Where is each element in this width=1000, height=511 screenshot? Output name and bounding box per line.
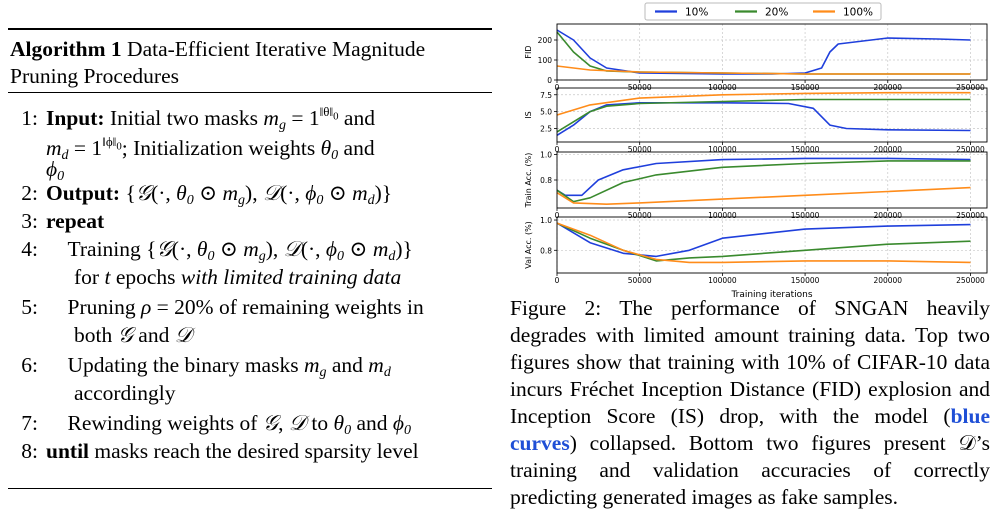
caption-highlight: blue curves (510, 404, 990, 455)
xtick-label-3-0: 0 (555, 276, 560, 285)
algorithm-block: Algorithm 1 Data-Efficient Iterative Mag… (8, 28, 492, 490)
xtick-label-3-1: 50000 (628, 276, 652, 285)
xtick-label-0-5: 250000 (956, 83, 985, 92)
series-10pct-panel-3 (556, 222, 971, 258)
xtick-label-3-3: 150000 (791, 276, 820, 285)
algo-line-4-cont: for t epochs with limited training data (74, 265, 402, 289)
xtick-label-1-4: 200000 (873, 145, 902, 154)
ytick-label-1-1: 5.0 (540, 108, 552, 117)
caption-text-2: ) collapsed. Bottom two figures present … (510, 431, 990, 509)
algo-line-1: 1: Input: Initial two masks mg = 1‖θ‖0 an… (21, 104, 375, 133)
ytick-label-2-1: 1.0 (540, 151, 552, 160)
ytick-label-1-0: 2.5 (540, 125, 552, 134)
ylabel-3: Val Acc. (%) (524, 221, 533, 269)
ytick-label-3-1: 1.0 (540, 216, 552, 225)
series-100pct-panel-1 (556, 91, 971, 116)
algorithm-title: Algorithm 1 Data-Efficient Iterative Mag… (10, 36, 490, 90)
training-charts-svg: 10% 20% 100%0 50000 100000 150000 200000 250000… (524, 2, 988, 300)
legend-label-1: 20% (765, 7, 788, 19)
xtick-label-0-1: 50000 (628, 83, 652, 92)
xtick-label-1-5: 250000 (956, 145, 985, 154)
xtick-label-1-2: 100000 (708, 145, 737, 154)
algo-line-7: 7: Rewinding weights of 𝒢, 𝒟 to θ0 and ϕ… (21, 411, 411, 438)
ytick-label-3-0: 0.8 (540, 246, 552, 255)
ylabel-1: IS (524, 111, 533, 118)
ylabel-2: Train Acc. (%) (524, 153, 533, 209)
algo-line-4: 4: Training {𝒢(·, θ0 ⊙ mg), 𝒟(·, ϕ0 ⊙ md… (21, 237, 413, 264)
series-100pct-panel-0 (556, 65, 971, 75)
algorithm-label: Algorithm 1 (10, 37, 122, 61)
xtick-label-1-3: 150000 (791, 145, 820, 154)
caption-label: Figure 2: (510, 296, 602, 320)
xtick-label-3-2: 100000 (708, 276, 737, 285)
ytick-label-1-2: 7.5 (540, 91, 552, 100)
legend-box (644, 2, 882, 21)
xtick-label-2-5: 250000 (956, 211, 985, 220)
ytick-label-0-0: 0 (547, 76, 552, 85)
legend-label-2: 100% (843, 7, 873, 19)
ylabel-0: FID (524, 45, 533, 58)
algo-line-8: 8: until masks reach the desired sparsity… (21, 439, 419, 463)
algo-line-3: 3: repeat (21, 209, 105, 233)
algo-line-5: 5: Pruning ρ = 20% of remaining weights … (21, 295, 424, 319)
axes-frame-2 (556, 151, 988, 209)
algo-line-1-cont: md = 1‖ϕ‖0; Initialization weights θ0 an… (46, 134, 375, 163)
x-axis-label: Training iterations (730, 290, 812, 300)
ytick-label-0-2: 200 (538, 36, 553, 45)
figure-charts: 10% 20% 100% 0 50000 100000 150000 200000 250000… (505, 0, 1000, 300)
algorithm-mid-rule (8, 92, 492, 93)
xtick-label-2-1: 50000 (628, 211, 652, 220)
xtick-label-2-3: 150000 (791, 211, 820, 220)
algorithm-bottom-rule (8, 488, 492, 489)
algorithm-title-text: Data-Efficient Iterative Magnitude Pruni… (10, 37, 426, 88)
series-20pct-panel-1 (556, 98, 971, 133)
ytick-label-2-0: 0.8 (540, 176, 552, 185)
axes-frame-1 (556, 87, 988, 143)
algorithm-top-rule (8, 28, 492, 30)
axes-frame-3 (556, 216, 988, 274)
axes-frame-0 (556, 23, 988, 81)
series-100pct-panel-3 (556, 222, 971, 264)
xtick-label-1-0: 0 (555, 145, 560, 154)
xtick-label-0-4: 200000 (873, 83, 902, 92)
series-20pct-panel-3 (556, 222, 971, 262)
algo-line-6-cont: accordingly (74, 381, 176, 405)
xtick-label-2-0: 0 (555, 211, 560, 220)
xtick-label-2-2: 100000 (708, 211, 737, 220)
algo-line-6: 6: Updating the binary masks mg and md (21, 353, 391, 380)
algo-line-1-cont2: ϕ0 (46, 157, 65, 184)
ytick-label-0-1: 100 (538, 56, 553, 65)
series-20pct-panel-2 (556, 160, 971, 203)
algo-line-2: 2: Output: {𝒢(·, θ0 ⊙ mg), 𝒟(·, ϕ0 ⊙ md)} (21, 181, 393, 208)
xtick-label-0-0: 0 (555, 83, 560, 92)
xtick-label-3-5: 250000 (956, 276, 985, 285)
algo-line-5-cont: both 𝒢 and 𝒟 (74, 323, 192, 348)
series-10pct-panel-0 (556, 29, 971, 75)
xtick-label-2-4: 200000 (873, 211, 902, 220)
xtick-label-0-3: 150000 (791, 83, 820, 92)
figure-caption: Figure 2: The performance of SNGAN heavi… (510, 295, 990, 511)
xtick-label-0-2: 100000 (708, 83, 737, 92)
xtick-label-3-4: 200000 (873, 276, 902, 285)
series-100pct-panel-2 (556, 186, 971, 205)
xtick-label-1-1: 50000 (628, 145, 652, 154)
series-10pct-panel-2 (556, 157, 971, 197)
caption-text-1: The performance of SNGAN heavily degrade… (510, 296, 990, 428)
series-10pct-panel-1 (556, 102, 971, 136)
legend-label-0: 10% (685, 7, 708, 19)
